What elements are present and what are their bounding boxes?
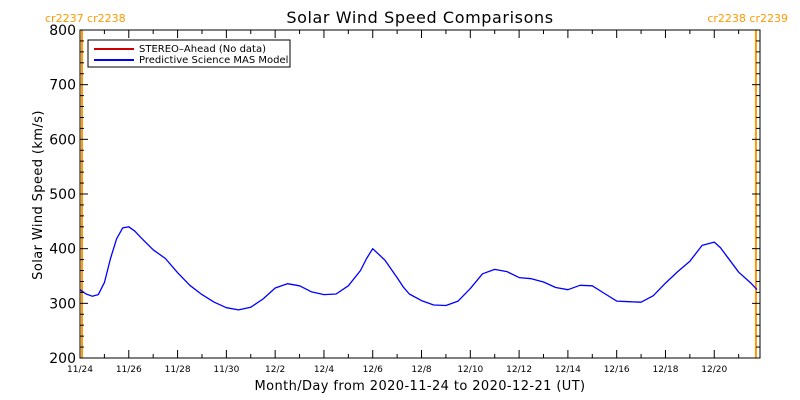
- cr-marker-right-label: cr2238 cr2239: [707, 12, 788, 25]
- y-tick-label: 700: [49, 78, 76, 94]
- x-axis-label: Month/Day from 2020-11-24 to 2020-12-21 …: [254, 379, 585, 394]
- y-tick-label: 800: [49, 23, 76, 39]
- legend-box: [87, 39, 291, 68]
- x-tick-label: 12/18: [653, 365, 679, 375]
- x-tick-label: 11/28: [165, 365, 191, 375]
- plot-frame: [79, 29, 761, 359]
- y-axis-label: Solar Wind Speed (km/s): [31, 110, 46, 280]
- y-axis: 200 300 400 500 600 700 800: [49, 23, 760, 367]
- y-tick-label: 300: [49, 296, 76, 312]
- x-tick-label: 12/10: [457, 365, 483, 375]
- x-tick-label: 11/26: [116, 365, 142, 375]
- y-tick-label: 500: [49, 187, 76, 203]
- x-axis: 11/24 11/26 11/28 11/30 12/2 12/4 12/6 12/8 12/1…: [67, 30, 740, 375]
- x-tick-label: 11/24: [67, 365, 93, 375]
- x-tick-label: 12/6: [363, 365, 383, 375]
- series-line-1: [79, 226, 758, 311]
- x-tick-label: 12/12: [506, 365, 532, 375]
- series-layer: [79, 226, 758, 311]
- legend: STEREO–Ahead (No data) Predictive Scienc…: [87, 39, 291, 68]
- legend-label-mas: Predictive Science MAS Model: [139, 55, 288, 66]
- x-tick-label: 12/14: [555, 365, 581, 375]
- y-tick-label: 400: [49, 242, 76, 258]
- x-tick-label: 12/4: [314, 365, 334, 375]
- cr-marker-left-label: cr2237 cr2238: [45, 12, 126, 25]
- x-tick-label: 12/16: [604, 365, 630, 375]
- chart-title: Solar Wind Speed Comparisons: [286, 8, 553, 27]
- x-tick-label: 12/20: [701, 365, 727, 375]
- carrington-markers: [81, 30, 757, 358]
- y-tick-label: 200: [49, 351, 76, 367]
- x-tick-label: 11/30: [213, 365, 239, 375]
- y-tick-label: 600: [49, 132, 76, 148]
- x-tick-label: 12/8: [411, 365, 431, 375]
- x-tick-label: 12/2: [265, 365, 285, 375]
- legend-label-stereo: STEREO–Ahead (No data): [139, 44, 266, 55]
